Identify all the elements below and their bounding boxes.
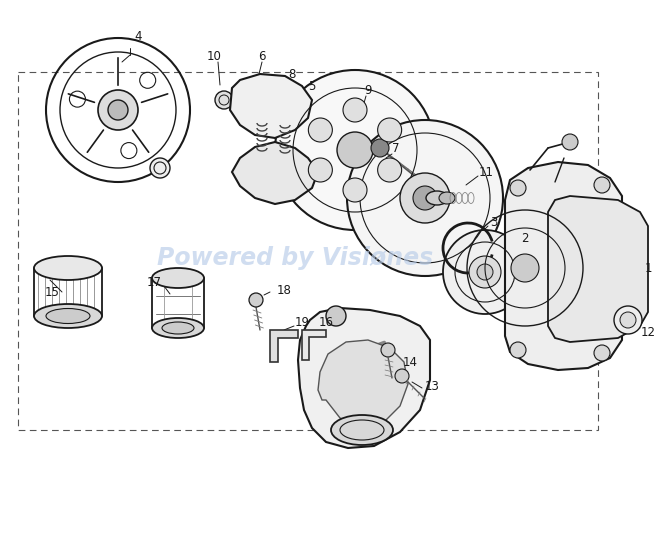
Circle shape bbox=[562, 134, 578, 150]
Text: 18: 18 bbox=[277, 283, 291, 296]
Polygon shape bbox=[548, 196, 648, 342]
Circle shape bbox=[215, 91, 233, 109]
Text: 17: 17 bbox=[147, 276, 161, 288]
Text: 14: 14 bbox=[403, 355, 417, 368]
Circle shape bbox=[594, 177, 610, 193]
Text: 12: 12 bbox=[641, 325, 655, 338]
Text: Powered by Visiønes: Powered by Visiønes bbox=[157, 246, 433, 270]
Polygon shape bbox=[270, 330, 298, 362]
Text: 16: 16 bbox=[318, 316, 334, 329]
Text: 3: 3 bbox=[490, 215, 498, 228]
Circle shape bbox=[395, 369, 409, 383]
Circle shape bbox=[326, 306, 346, 326]
Text: 15: 15 bbox=[45, 286, 60, 299]
Ellipse shape bbox=[152, 318, 204, 338]
Circle shape bbox=[378, 158, 401, 182]
Text: 10: 10 bbox=[206, 50, 222, 63]
Ellipse shape bbox=[34, 304, 102, 328]
Circle shape bbox=[150, 158, 170, 178]
Polygon shape bbox=[505, 162, 622, 370]
Circle shape bbox=[510, 342, 526, 358]
Circle shape bbox=[343, 178, 367, 202]
Circle shape bbox=[443, 230, 527, 314]
Ellipse shape bbox=[331, 415, 393, 445]
Polygon shape bbox=[230, 74, 312, 138]
Circle shape bbox=[469, 256, 501, 288]
Text: 5: 5 bbox=[308, 80, 316, 93]
Polygon shape bbox=[302, 330, 326, 360]
Circle shape bbox=[108, 100, 128, 120]
Circle shape bbox=[371, 139, 389, 157]
Circle shape bbox=[275, 70, 435, 230]
Circle shape bbox=[413, 186, 437, 210]
Ellipse shape bbox=[426, 191, 448, 205]
Circle shape bbox=[477, 264, 493, 280]
Circle shape bbox=[308, 158, 332, 182]
Circle shape bbox=[594, 345, 610, 361]
Ellipse shape bbox=[46, 308, 90, 324]
Circle shape bbox=[510, 180, 526, 196]
Text: 4: 4 bbox=[134, 29, 142, 43]
Text: 9: 9 bbox=[364, 83, 372, 96]
Circle shape bbox=[378, 118, 401, 142]
Circle shape bbox=[347, 120, 503, 276]
Circle shape bbox=[614, 306, 642, 334]
Text: 1: 1 bbox=[645, 262, 652, 275]
Text: 2: 2 bbox=[521, 232, 529, 245]
Ellipse shape bbox=[162, 322, 194, 334]
Text: 19: 19 bbox=[295, 316, 310, 329]
Ellipse shape bbox=[34, 256, 102, 280]
Circle shape bbox=[337, 132, 373, 168]
Circle shape bbox=[343, 98, 367, 122]
Ellipse shape bbox=[152, 268, 204, 288]
Polygon shape bbox=[318, 340, 408, 428]
Circle shape bbox=[511, 254, 539, 282]
Circle shape bbox=[243, 91, 253, 101]
Bar bbox=[18, 72, 598, 430]
Ellipse shape bbox=[439, 192, 455, 204]
Text: 6: 6 bbox=[258, 50, 266, 63]
Circle shape bbox=[620, 312, 636, 328]
Ellipse shape bbox=[237, 89, 259, 103]
Text: 13: 13 bbox=[425, 379, 440, 392]
Circle shape bbox=[381, 343, 395, 357]
Polygon shape bbox=[232, 142, 318, 204]
Text: 7: 7 bbox=[392, 142, 400, 154]
Polygon shape bbox=[298, 308, 430, 448]
Circle shape bbox=[249, 293, 263, 307]
Text: 11: 11 bbox=[478, 166, 494, 179]
Circle shape bbox=[400, 173, 450, 223]
Circle shape bbox=[98, 90, 138, 130]
Text: 8: 8 bbox=[288, 68, 295, 81]
Circle shape bbox=[308, 118, 332, 142]
